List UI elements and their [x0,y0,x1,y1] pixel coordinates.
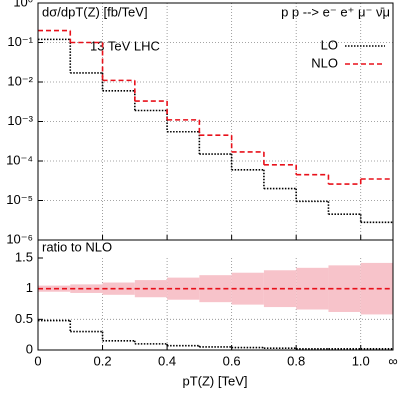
bottom-frame [37,239,394,351]
y-tick-label: 10⁰ [13,0,33,9]
x-tick-label: 1.0 [352,353,370,368]
ratio-label: ratio to NLO [42,239,112,254]
x-axis-label: pT(Z) [TeV] [182,373,247,388]
chart-title: dσ/dpT(Z) [fb/TeV] [42,4,148,19]
legend-label: LO [321,37,338,52]
y-tick-label: 1 [26,280,33,295]
annotation: 13 TeV LHC [90,38,160,53]
y-tick-label: 10⁻⁵ [6,192,33,207]
process-label: p p --> e⁻ e⁺ μ⁻ ν̄μ [281,4,390,19]
y-tick-label: 10⁻⁴ [6,152,33,167]
y-tick-label: 0 [26,341,33,356]
x-tick-label: 0.4 [158,353,176,368]
x-tick-label: 0 [34,353,41,368]
y-tick-label: 10⁻² [7,73,33,88]
x-tick-label: 0.6 [223,353,241,368]
y-tick-label: 1.5 [15,249,33,264]
x-tick-label: 0.2 [94,353,112,368]
x-tick-label: 0.8 [287,353,305,368]
y-tick-label: 10⁻¹ [7,34,33,49]
legend-label: NLO [311,55,338,70]
y-tick-label: 10⁻³ [7,113,33,128]
y-tick-label: 0.5 [15,311,33,326]
y-tick-label: 10⁻⁶ [6,231,33,246]
x-tick-label: ∞ [388,353,397,368]
